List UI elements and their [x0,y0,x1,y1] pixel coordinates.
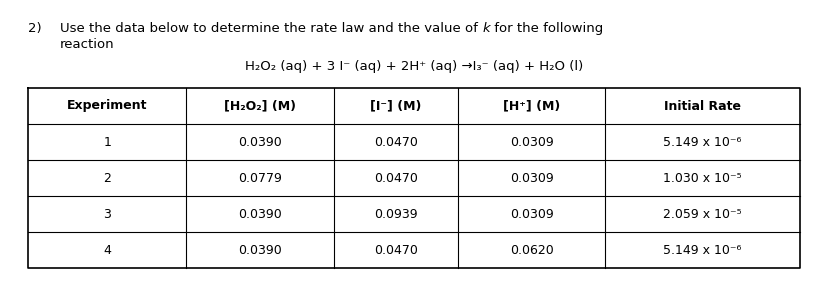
Text: 2.059 x 10⁻⁵: 2.059 x 10⁻⁵ [662,208,741,221]
Text: 2: 2 [103,172,111,184]
Text: 1: 1 [103,136,111,148]
Text: [H₂O₂] (M): [H₂O₂] (M) [224,99,296,112]
Text: 5.149 x 10⁻⁶: 5.149 x 10⁻⁶ [662,244,741,257]
Text: Experiment: Experiment [67,99,147,112]
Text: 0.0470: 0.0470 [374,244,418,257]
Text: 0.0390: 0.0390 [238,208,281,221]
Text: 0.0390: 0.0390 [238,244,281,257]
Text: [H⁺] (M): [H⁺] (M) [503,99,560,112]
Text: 3: 3 [103,208,111,221]
Text: Initial Rate: Initial Rate [663,99,740,112]
Text: 0.0309: 0.0309 [509,172,553,184]
Text: for the following: for the following [489,22,602,35]
Text: 0.0390: 0.0390 [238,136,281,148]
Text: 5.149 x 10⁻⁶: 5.149 x 10⁻⁶ [662,136,741,148]
Text: 0.0470: 0.0470 [374,172,418,184]
Text: 0.0620: 0.0620 [509,244,553,257]
Text: Use the data below to determine the rate law and the value of: Use the data below to determine the rate… [60,22,481,35]
Text: 0.0939: 0.0939 [374,208,417,221]
Text: H₂O₂ (aq) + 3 I⁻ (aq) + 2H⁺ (aq) →I₃⁻ (aq) + H₂O (l): H₂O₂ (aq) + 3 I⁻ (aq) + 2H⁺ (aq) →I₃⁻ (a… [245,60,582,73]
Text: 1.030 x 10⁻⁵: 1.030 x 10⁻⁵ [662,172,741,184]
Text: 4: 4 [103,244,111,257]
Text: 0.0779: 0.0779 [238,172,282,184]
Text: 0.0309: 0.0309 [509,136,553,148]
Text: 0.0470: 0.0470 [374,136,418,148]
Text: 0.0309: 0.0309 [509,208,553,221]
Text: [I⁻] (M): [I⁻] (M) [370,99,421,112]
Text: 2): 2) [28,22,41,35]
Text: reaction: reaction [60,38,114,51]
Text: k: k [481,22,489,35]
